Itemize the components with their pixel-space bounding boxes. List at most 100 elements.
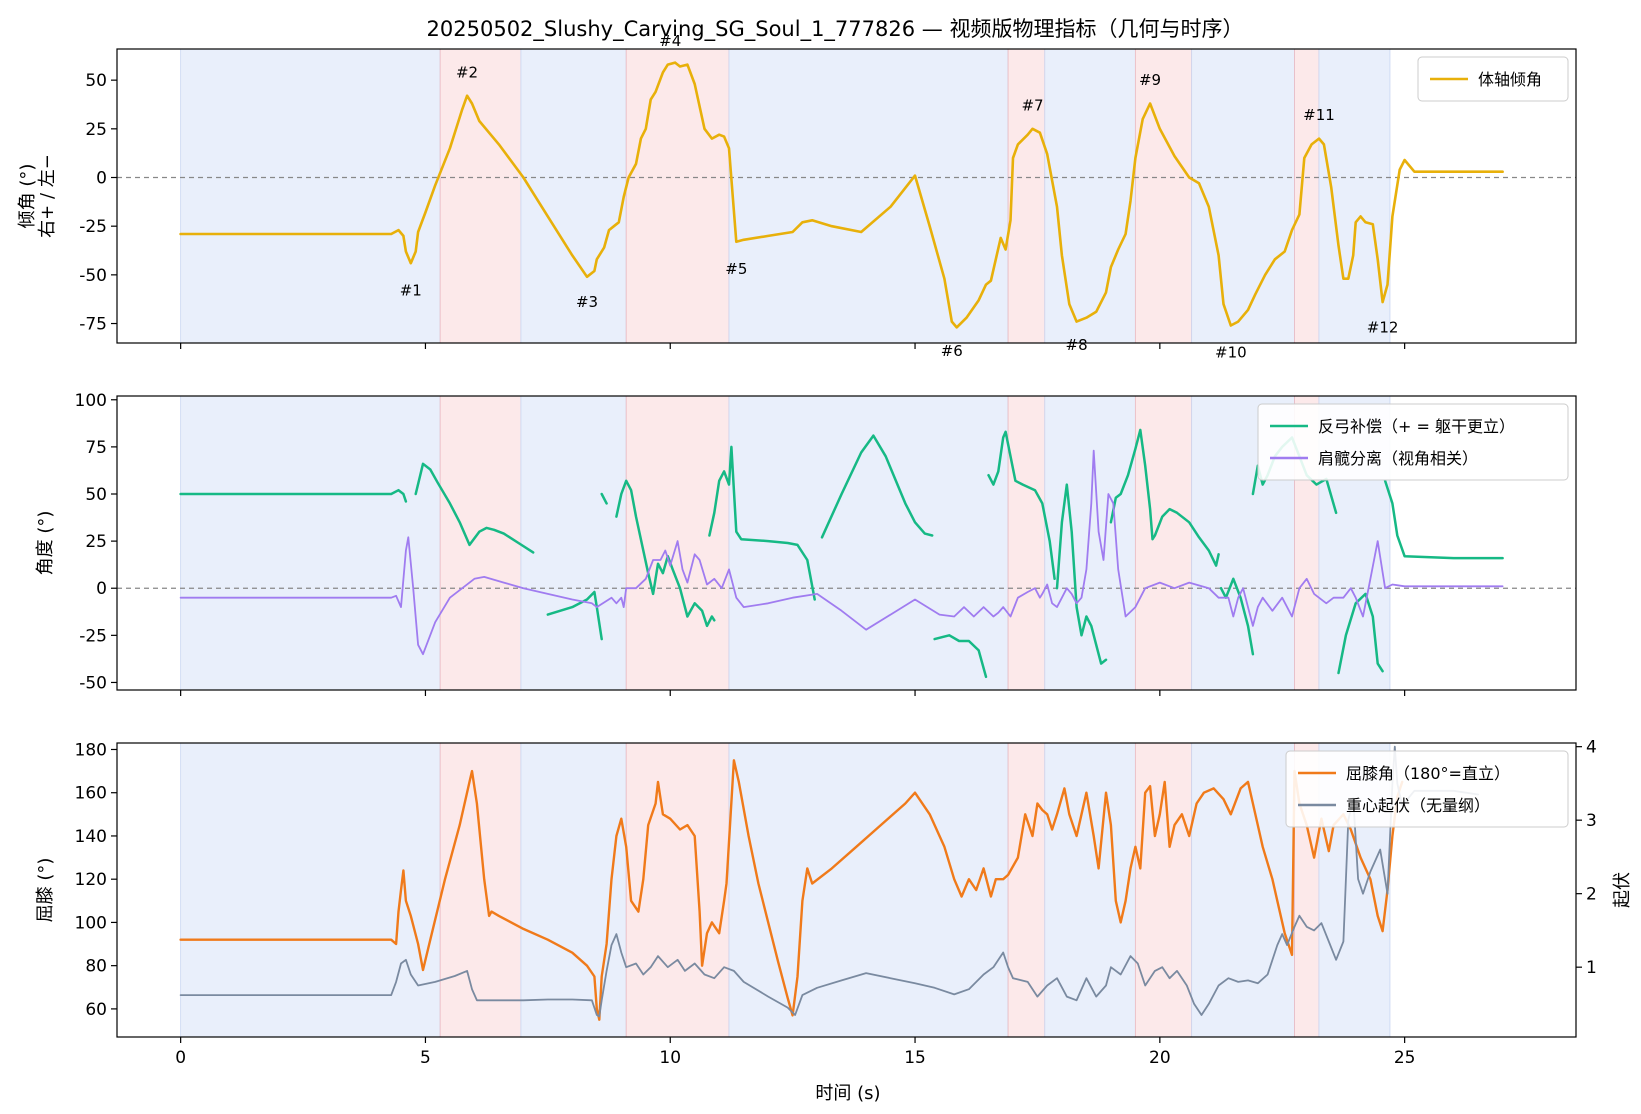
y-axis-label: 屈膝 (°) xyxy=(35,858,56,923)
panel-angles: -50 -25 0 25 50 75 100 角度 (°) 反弓补偿（+ = 躯干更立） 肩髋分离… xyxy=(35,391,1577,696)
series-line xyxy=(179,61,1504,329)
series-line xyxy=(179,759,1404,1021)
panel-knee: 60 80 100 120 140 160 180 1 2 3 4 起伏 0 5 10 15 20 25 屈膝 (°… xyxy=(35,738,1633,1068)
x-tick-label: 10 xyxy=(659,1048,681,1068)
y-tick-label: 100 xyxy=(75,913,107,933)
series-line xyxy=(179,745,1479,1018)
y2-tick-label: 2 xyxy=(1586,885,1597,905)
x-axis-label: 时间 (s) xyxy=(815,1083,880,1104)
legend-label: 反弓补偿（+ = 躯干更立） xyxy=(1318,417,1515,436)
y-tick-label: -50 xyxy=(79,266,107,286)
peak-label: #4 xyxy=(659,32,681,50)
y-tick-label: 100 xyxy=(75,391,107,411)
series-line xyxy=(1109,428,1220,567)
x-tick-label: 20 xyxy=(1149,1048,1171,1068)
plot-frame xyxy=(116,742,1577,1038)
legend: 体轴倾角 xyxy=(1417,56,1569,102)
peak-label: #9 xyxy=(1139,71,1161,89)
peak-label: #6 xyxy=(941,342,963,360)
phase-band xyxy=(728,742,1009,1038)
phase-band xyxy=(625,48,730,344)
peak-label: #2 xyxy=(456,63,478,81)
y2-tick-label: 3 xyxy=(1586,811,1597,831)
y-tick-label: 50 xyxy=(85,485,107,505)
y-tick-label: 0 xyxy=(96,169,107,189)
peak-label: #11 xyxy=(1303,106,1335,124)
y-tick-label: -50 xyxy=(79,673,107,693)
y2-axis-label: 起伏 xyxy=(1612,872,1633,908)
y-axis-label: 倾角 (°) xyxy=(17,164,38,229)
y-tick-label: 25 xyxy=(85,532,107,552)
series-line xyxy=(1219,577,1255,656)
x-tick-label: 15 xyxy=(904,1048,926,1068)
peak-label: #8 xyxy=(1066,336,1088,354)
series-line xyxy=(708,445,816,601)
phase-band xyxy=(180,48,441,344)
peak-label: #5 xyxy=(725,260,747,278)
y-tick-label: 25 xyxy=(85,120,107,140)
legend-label: 重心起伏（无量纲） xyxy=(1346,796,1490,815)
series-line xyxy=(179,449,1504,656)
phase-band xyxy=(1007,48,1046,344)
series-line xyxy=(600,492,608,505)
series-line xyxy=(820,434,934,539)
plot-frame xyxy=(116,395,1577,691)
legend: 屈膝角（180°=直立） 重心起伏（无量纲） xyxy=(1285,750,1569,828)
plot-frame xyxy=(116,48,1577,344)
legend-label: 肩髋分离（视角相关） xyxy=(1318,449,1478,468)
series-line xyxy=(987,430,1056,581)
peak-label: #7 xyxy=(1021,96,1043,114)
phase-band xyxy=(439,395,522,691)
phase-band xyxy=(520,48,627,344)
y-tick-label: 180 xyxy=(75,740,107,760)
phase-band xyxy=(1007,742,1046,1038)
x-tick-label: 0 xyxy=(175,1048,186,1068)
legend-label: 体轴倾角 xyxy=(1478,70,1542,89)
phase-band xyxy=(728,395,1009,691)
phase-band xyxy=(520,742,627,1038)
y-axis-label: 角度 (°) xyxy=(35,511,56,576)
legend-label: 屈膝角（180°=直立） xyxy=(1346,764,1510,783)
phase-band xyxy=(1134,395,1193,691)
phase-band xyxy=(728,48,1009,344)
phase-band xyxy=(520,395,627,691)
y-tick-label: -25 xyxy=(79,626,107,646)
peak-label: #1 xyxy=(400,281,422,299)
phase-band xyxy=(1134,48,1193,344)
y-tick-label: 160 xyxy=(75,784,107,804)
phase-band xyxy=(180,395,441,691)
y-tick-label: 140 xyxy=(75,827,107,847)
y-tick-label: -25 xyxy=(79,217,107,237)
series-line xyxy=(615,479,716,628)
y-tick-label: 60 xyxy=(85,1000,107,1020)
y-tick-label: 50 xyxy=(85,71,107,91)
series-line xyxy=(414,462,535,554)
peak-label: #10 xyxy=(1215,344,1247,362)
series-line xyxy=(546,590,603,641)
peak-label: #3 xyxy=(576,293,598,311)
phase-band xyxy=(439,48,522,344)
legend: 反弓补偿（+ = 躯干更立） 肩髋分离（视角相关） xyxy=(1257,403,1569,481)
phase-band xyxy=(1318,48,1391,344)
legend-box xyxy=(1257,403,1569,481)
y2-tick-label: 4 xyxy=(1586,738,1597,758)
y-tick-label: 75 xyxy=(85,438,107,458)
y-tick-label: 120 xyxy=(75,870,107,890)
phase-band xyxy=(180,742,441,1038)
phase-band xyxy=(625,742,730,1038)
y-tick-label: 80 xyxy=(85,957,107,977)
chart-title: 20250502_Slushy_Carving_SG_Soul_1_777826… xyxy=(427,17,1244,42)
series-line xyxy=(179,488,408,503)
x-tick-label: 5 xyxy=(420,1048,431,1068)
y-tick-label: 0 xyxy=(96,579,107,599)
series-line xyxy=(1337,592,1384,675)
peak-label: #12 xyxy=(1367,318,1399,336)
phase-band xyxy=(1044,742,1136,1038)
legend-box xyxy=(1285,750,1569,828)
phase-band xyxy=(1191,48,1295,344)
y2-tick-label: 1 xyxy=(1586,958,1597,978)
phase-band xyxy=(1294,48,1320,344)
phase-band xyxy=(1044,48,1136,344)
phase-band xyxy=(1044,395,1136,691)
y-axis-label-secondary: 右+ / 左− xyxy=(37,154,58,238)
